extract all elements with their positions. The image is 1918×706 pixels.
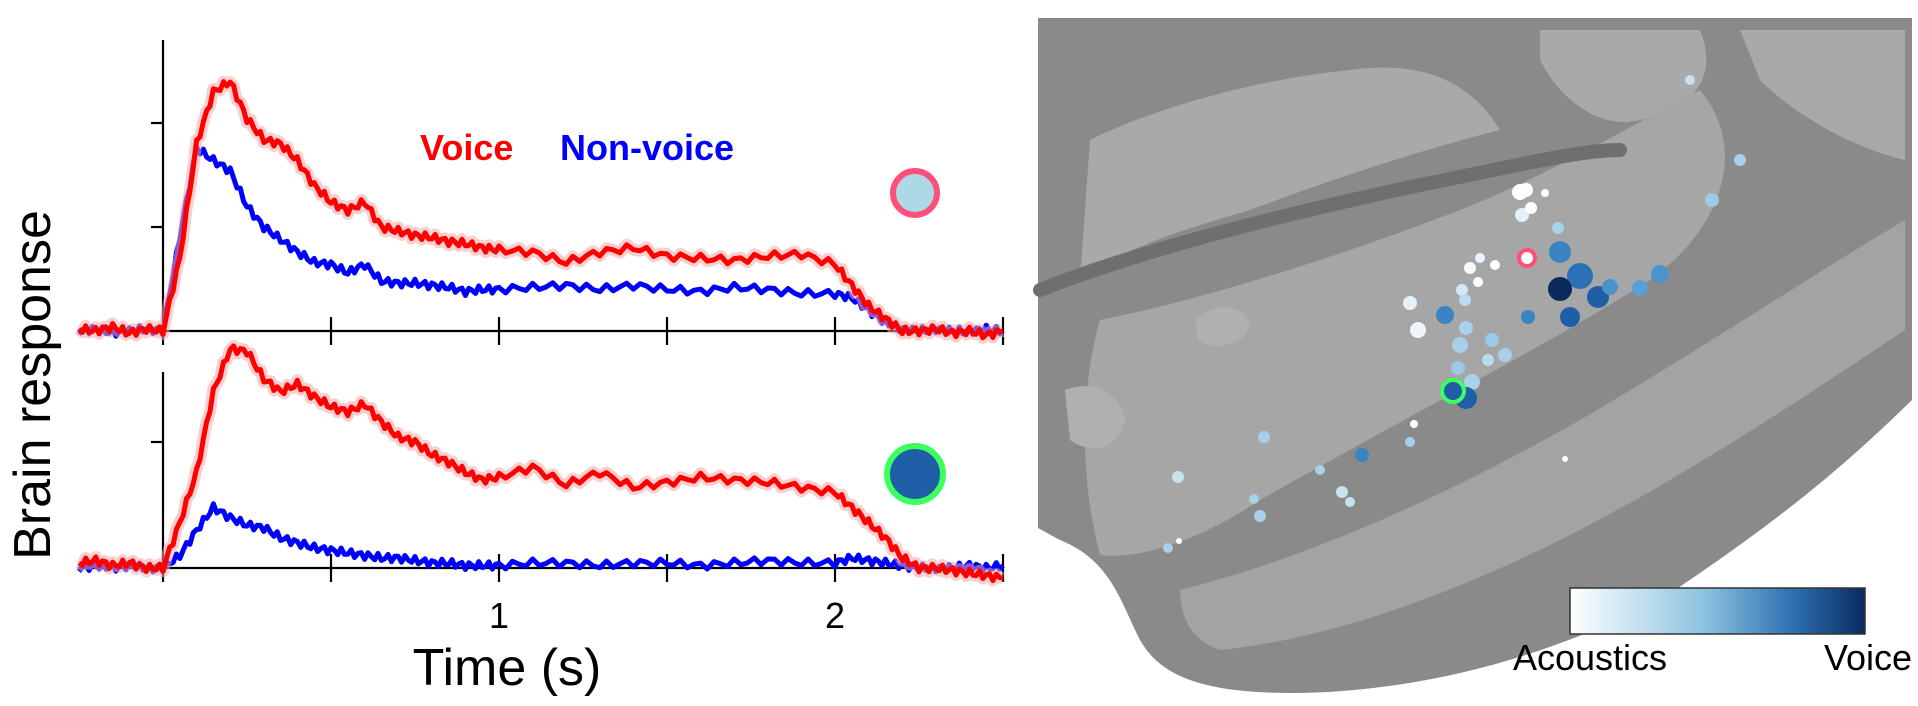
- x-tick-label: 2: [825, 595, 845, 636]
- electrode-dot: [1176, 538, 1182, 544]
- electrode-dot: [1464, 374, 1480, 390]
- electrode-dot: [1552, 222, 1564, 234]
- superior-temporal-band: [1085, 90, 1725, 556]
- electrode-dot: [1345, 497, 1355, 507]
- electrode-dot: [1525, 202, 1537, 214]
- electrode-dot: [1475, 253, 1485, 263]
- electrode-dot: [1519, 183, 1533, 197]
- sulcus-band: [1740, 30, 1905, 160]
- electrode-dot: [1405, 437, 1415, 447]
- series-voice-line: [77, 343, 1004, 584]
- series-non-voice-line: [77, 501, 1005, 575]
- electrode-dot: [1548, 277, 1572, 301]
- electrode-dot: [1436, 306, 1454, 324]
- gyrus-patch: [1065, 386, 1125, 449]
- electrode-dot: [1254, 510, 1266, 522]
- legend-non-voice: Non-voice: [560, 127, 734, 168]
- x-axis-label: Time (s): [413, 639, 602, 697]
- electrode-dot: [1685, 75, 1695, 85]
- electrode-dot: [1632, 280, 1648, 296]
- electrode-dots: [1163, 75, 1746, 553]
- electrode-dot: [1541, 189, 1549, 197]
- electrode-dot: [1464, 262, 1476, 274]
- electrode-dot: [1410, 420, 1418, 428]
- sulcus-band: [1080, 67, 1500, 280]
- electrode-dot: [1515, 208, 1529, 222]
- legend-voice: Voice: [420, 127, 513, 168]
- colorbar-high-label: Voice: [1824, 637, 1912, 678]
- electrode-dot: [1482, 354, 1494, 366]
- colorbar-low-label: Acoustics: [1513, 637, 1667, 678]
- electrode-dot: [1336, 486, 1348, 498]
- electrode-dot: [1451, 361, 1465, 375]
- colorbar: [1569, 587, 1866, 635]
- electrode-dot: [1567, 263, 1593, 289]
- y-axis-label: Brain response: [4, 210, 62, 560]
- highlight-electrode-pink: [1517, 248, 1537, 268]
- electrode-dot: [1705, 193, 1719, 207]
- electrode-dot: [1485, 333, 1499, 347]
- electrode-dot: [1172, 471, 1184, 483]
- top-electrode-marker: [890, 168, 940, 218]
- electrode-dot: [1549, 241, 1571, 263]
- electrode-dot: [1403, 296, 1417, 310]
- sylvian-shadow: [1033, 143, 1627, 297]
- electrode-dot: [1490, 260, 1500, 270]
- electrode-dot: [1163, 543, 1173, 553]
- bottom-electrode-marker: [884, 443, 946, 505]
- sulcus-band: [1540, 30, 1707, 122]
- electrode-dot: [1315, 465, 1325, 475]
- electrode-dot: [1258, 431, 1270, 443]
- electrode-dot: [1452, 337, 1468, 353]
- gyrus-patch: [1195, 307, 1250, 346]
- electrode-dot: [1459, 294, 1471, 306]
- electrode-dot: [1249, 494, 1259, 504]
- electrode-dot: [1521, 310, 1535, 324]
- temporal-band: [1180, 220, 1905, 650]
- series-voice-line: [77, 79, 1004, 341]
- electrode-dot: [1355, 448, 1369, 462]
- electrode-dot: [1651, 265, 1669, 283]
- x-tick-label: 1: [489, 595, 509, 636]
- electrode-dot: [1562, 456, 1568, 462]
- highlight-electrode-green: [1440, 378, 1466, 404]
- electrode-dot: [1734, 154, 1746, 166]
- electrode-dot: [1456, 284, 1468, 296]
- cortical-surface-map: Acoustics Voice: [1033, 18, 1912, 694]
- electrode-dot: [1498, 348, 1512, 362]
- electrode-dot: [1410, 322, 1426, 338]
- top-panel: [74, 40, 1006, 345]
- electrode-dot: [1602, 279, 1618, 295]
- electrode-dot: [1560, 307, 1580, 327]
- electrode-dot: [1459, 321, 1473, 335]
- electrode-dot: [1473, 277, 1483, 287]
